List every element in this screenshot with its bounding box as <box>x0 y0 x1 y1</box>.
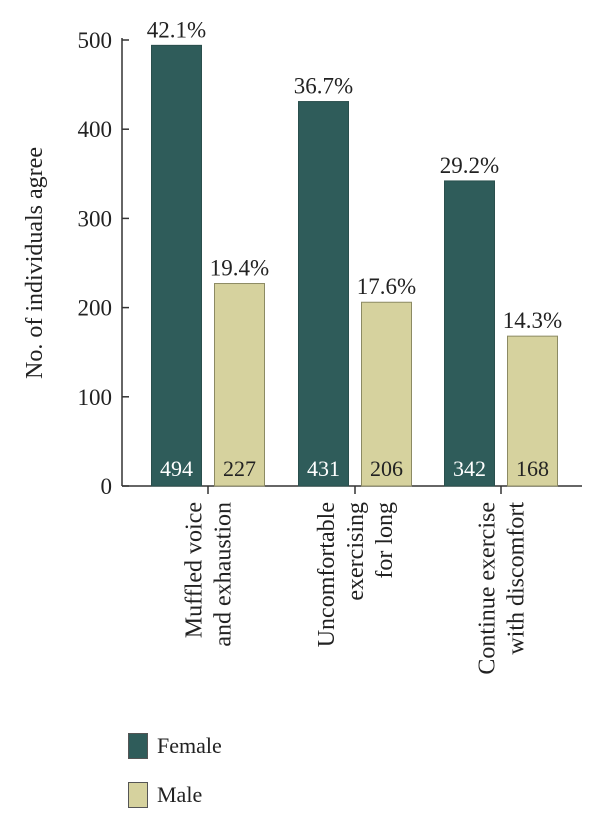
y-tick-label: 400 <box>78 117 113 142</box>
y-tick-label: 0 <box>101 474 113 499</box>
x-category-label-line: with discomfort <box>504 502 530 655</box>
y-tick-label: 300 <box>78 206 113 231</box>
y-axis: 0 100 200 300 400 500 <box>78 28 129 499</box>
bar-female <box>151 44 202 487</box>
x-category-label-line: Uncomfortable <box>314 502 340 647</box>
bar-value-label: 227 <box>223 456 256 481</box>
bar-percent-label: 19.4% <box>210 256 269 281</box>
legend-label-female: Female <box>157 733 222 758</box>
bars <box>151 44 558 487</box>
y-axis-label: No. of individuals agree <box>22 147 48 379</box>
x-axis: Muffled voice and exhaustion Uncomfortable… <box>122 485 582 675</box>
bar-female <box>298 101 349 487</box>
y-tick-label: 200 <box>78 296 113 321</box>
bar-percent-label: 14.3% <box>503 308 562 333</box>
bar-value-label: 494 <box>160 456 193 481</box>
legend: Female <box>128 733 428 773</box>
bar-percent-label: 42.1% <box>147 17 206 42</box>
x-category-label-line: Muffled voice <box>182 502 208 638</box>
bar-chart: 0 100 200 300 400 500 Muffled voice and exhaus… <box>22 17 582 675</box>
bar-male <box>214 283 265 487</box>
legend-item-male: Male <box>128 782 202 808</box>
bar-value-label: 431 <box>307 456 340 481</box>
bar-female <box>444 180 495 487</box>
legend-item-female: Female <box>128 733 222 759</box>
bar-labels: 42.1% 494 19.4% 227 36.7% 431 17.6% 206 29.2% 342… <box>147 17 562 481</box>
bar-male <box>507 335 558 487</box>
bar-value-label: 342 <box>453 456 486 481</box>
x-category-label: Muffled voice and exhaustion <box>182 502 237 647</box>
x-category-label-line: Continue exercise <box>475 502 501 675</box>
bar-value-label: 168 <box>516 456 549 481</box>
x-category-label: Uncomfortable exercising for long <box>314 502 398 647</box>
bar-percent-label: 17.6% <box>357 274 416 299</box>
legend-male-row: Male <box>128 782 428 822</box>
y-tick-label: 100 <box>78 385 113 410</box>
bar-percent-label: 36.7% <box>294 74 353 99</box>
legend-swatch-male <box>128 782 148 808</box>
x-category-label-line: and exhaustion <box>211 502 237 647</box>
bar-male <box>361 301 412 487</box>
legend-swatch-female <box>128 733 148 759</box>
bar-value-label: 206 <box>370 456 403 481</box>
x-category-label-line: exercising <box>343 502 369 601</box>
y-tick-label: 500 <box>78 28 113 53</box>
legend-label-male: Male <box>157 782 203 807</box>
x-category-label: Continue exercise with discomfort <box>475 502 530 675</box>
x-category-label-line: for long <box>372 502 398 579</box>
bar-percent-label: 29.2% <box>440 153 499 178</box>
